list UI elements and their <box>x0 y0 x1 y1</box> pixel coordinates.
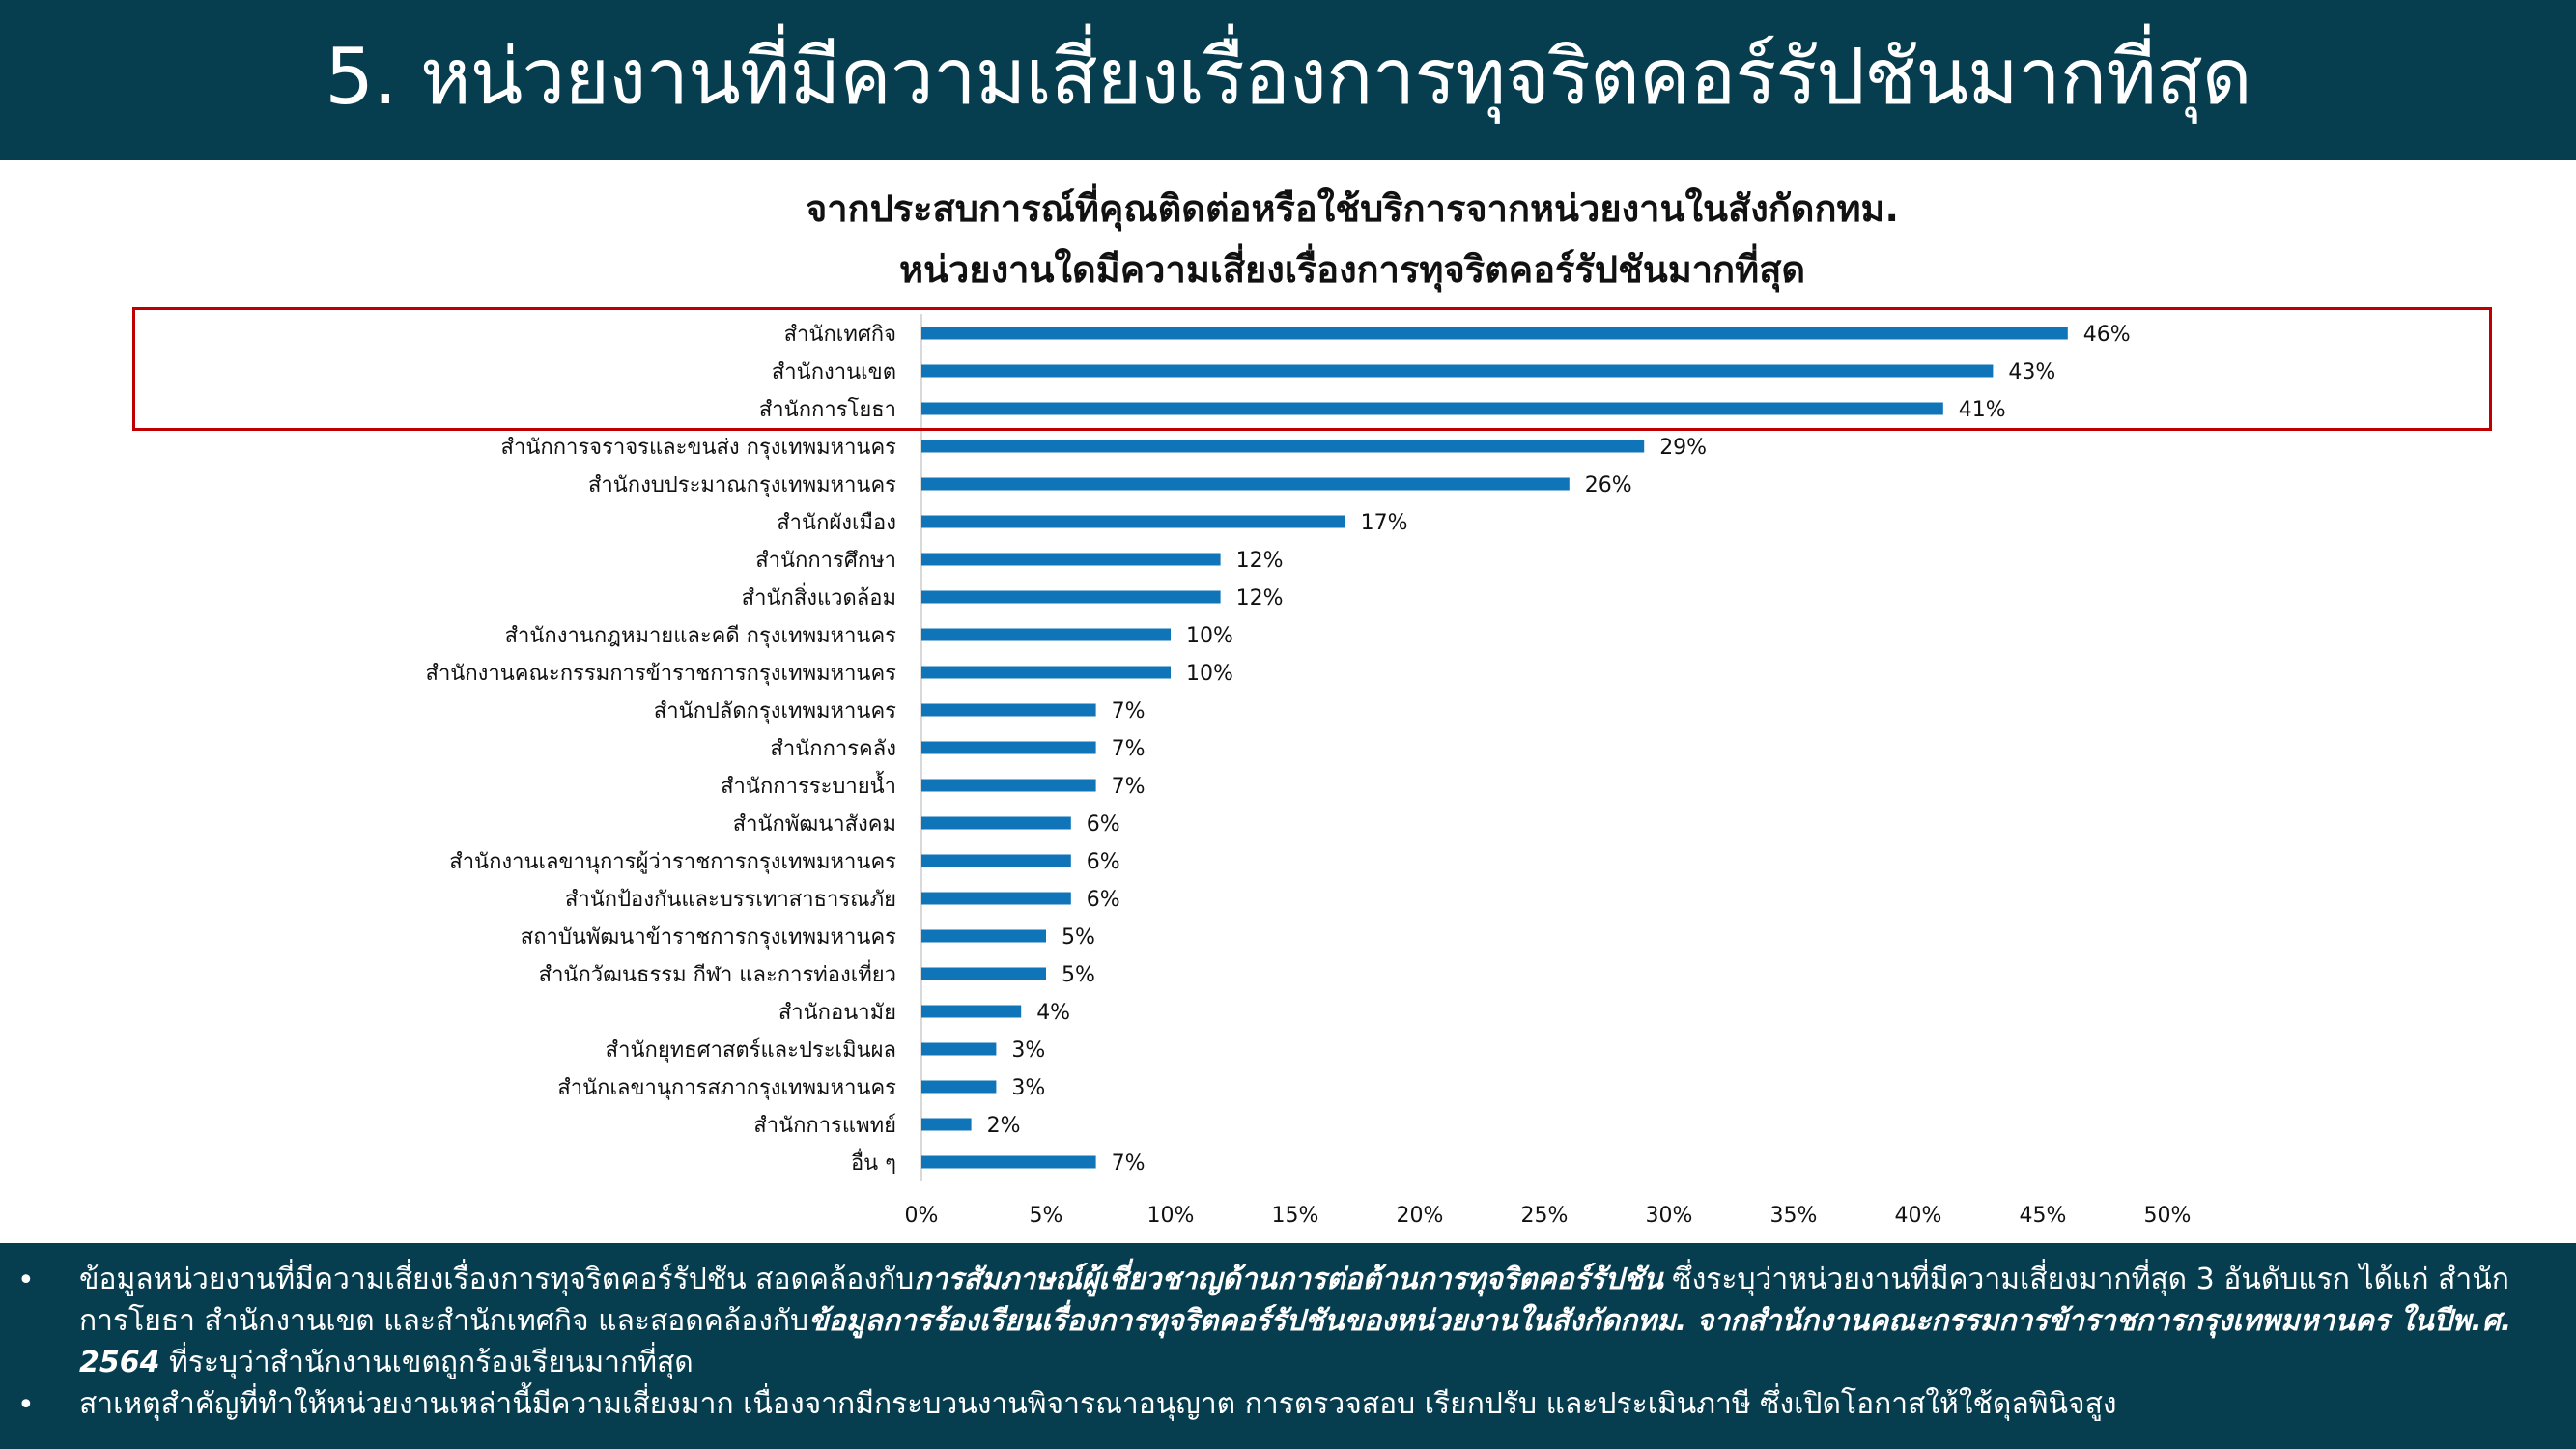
bar <box>921 327 2068 340</box>
x-tick-label: 15% <box>1272 1204 1319 1228</box>
data-label: 5% <box>1062 963 1095 987</box>
category-label: สำนักเทศกิจ <box>784 323 896 347</box>
bar <box>921 816 1071 830</box>
category-label: สำนักสิ่งแวดล้อม <box>742 582 896 611</box>
category-label: สถาบันพัฒนาข้าราชการกรุงเทพมหานคร <box>521 925 896 950</box>
category-label: สำนักงานเขต <box>772 360 896 384</box>
category-label: สำนักงานคณะกรรมการข้าราชการกรุงเทพมหานคร <box>426 662 897 686</box>
category-label: สำนักการจราจรและขนส่ง กรุงเทพมหานคร <box>501 436 897 460</box>
bar <box>921 892 1071 905</box>
bar <box>921 402 1943 415</box>
category-label: สำนักงานเลขานุการผู้ว่าราชการกรุงเทพมหาน… <box>449 850 896 874</box>
data-label: 10% <box>1186 662 1233 686</box>
data-label: 26% <box>1585 473 1632 497</box>
category-label: สำนักอนามัย <box>778 1001 896 1025</box>
data-label: 6% <box>1087 812 1120 837</box>
bar <box>921 1042 997 1056</box>
category-label: สำนักยุทธศาสตร์และประเมินผล <box>606 1038 896 1063</box>
footer-bullet-2: สาเหตุสำคัญที่ทำให้หน่วยงานเหล่านี้มีควา… <box>79 1387 2117 1421</box>
page-title: 5. หน่วยงานที่มีความเสี่ยงเรื่องการทุจริ… <box>325 32 2251 122</box>
category-label: สำนักปลัดกรุงเทพมหานคร <box>654 699 896 724</box>
chart-title: จากประสบการณ์ที่คุณติดต่อหรือใช้บริการจา… <box>806 187 1899 230</box>
bar <box>921 854 1071 867</box>
category-label: สำนักงบประมาณกรุงเทพมหานคร <box>588 473 896 497</box>
x-tick-label: 50% <box>2144 1204 2192 1228</box>
bullet1-text-1: ข้อมูลหน่วยงานที่มีความเสี่ยงเรื่องการทุ… <box>79 1263 915 1296</box>
bar <box>921 440 1645 453</box>
category-label: สำนักเลขานุการสภากรุงเทพมหานคร <box>557 1076 896 1100</box>
data-label: 7% <box>1112 775 1146 799</box>
data-label: 17% <box>1361 511 1408 535</box>
data-label: 12% <box>1236 549 1284 573</box>
footer-bullet-1: ข้อมูลหน่วยงานที่มีความเสี่ยงเรื่องการทุ… <box>79 1259 2552 1383</box>
bar <box>921 477 1570 491</box>
category-label: สำนักพัฒนาสังคม <box>733 812 896 837</box>
x-tick-label: 10% <box>1147 1204 1195 1228</box>
bar <box>921 1005 1022 1018</box>
category-label: สำนักงานกฎหมายและคดี กรุงเทพมหานคร <box>505 624 897 648</box>
category-label: สำนักวัฒนธรรม กีฬา และการท่องเที่ยว <box>539 959 896 987</box>
bar <box>921 779 1096 792</box>
bar <box>921 929 1046 943</box>
top3-highlight-box <box>132 307 2492 431</box>
x-tick-label: 0% <box>905 1204 939 1228</box>
x-tick-label: 35% <box>1770 1204 1818 1228</box>
x-tick-label: 20% <box>1397 1204 1444 1228</box>
bar <box>921 703 1096 717</box>
data-label: 6% <box>1087 888 1120 912</box>
data-label: 2% <box>987 1114 1021 1138</box>
bullet1-text-2: ซึ่งระบุว่าหน่วยงานที่มีความเสี่ยงมากที่… <box>79 1263 2509 1338</box>
bar <box>921 666 1171 679</box>
data-label: 43% <box>2008 360 2055 384</box>
bullet1-emphasis-1: การสัมภาษณ์ผู้เชี่ยวชาญด้านการต่อต้านการ… <box>914 1263 1663 1296</box>
bar <box>921 741 1096 754</box>
category-label: สำนักป้องกันและบรรเทาสาธารณภัย <box>565 888 896 912</box>
category-label: สำนักการระบายน้ำ <box>721 771 896 799</box>
data-label: 3% <box>1011 1076 1045 1100</box>
header-bar: 5. หน่วยงานที่มีความเสี่ยงเรื่องการทุจริ… <box>0 0 2576 160</box>
bar <box>921 515 1345 528</box>
bar <box>921 364 1994 378</box>
data-label: 4% <box>1036 1001 1070 1025</box>
bar <box>921 628 1171 641</box>
x-tick-label: 25% <box>1521 1204 1569 1228</box>
x-tick-label: 5% <box>1030 1204 1063 1228</box>
category-label: สำนักการแพทย์ <box>753 1114 896 1138</box>
data-label: 29% <box>1659 436 1707 460</box>
category-label: สำนักการโยธา <box>759 397 896 422</box>
data-label: 41% <box>1959 398 2006 422</box>
data-label: 3% <box>1011 1038 1045 1063</box>
bullet1-emphasis-2: ข้อมูลการร้องเรียนเรื่องการทุจริตคอร์รัป… <box>79 1304 2512 1379</box>
bar <box>921 553 1221 566</box>
data-label: 5% <box>1062 925 1095 950</box>
data-label: 6% <box>1087 850 1120 874</box>
category-label: สำนักผังเมือง <box>777 511 896 535</box>
data-label: 7% <box>1112 737 1146 761</box>
bar <box>921 590 1221 604</box>
data-label: 10% <box>1186 624 1233 648</box>
x-tick-label: 40% <box>1895 1204 1942 1228</box>
bar <box>921 1155 1096 1169</box>
bullet-marker: • <box>17 1388 35 1422</box>
bar-chart: สำนักเทศกิจ 46% สำนักงานเขต 43% สำนักการโยธา… <box>426 314 2192 1228</box>
x-tick-label: 30% <box>1646 1204 1693 1228</box>
data-label: 12% <box>1236 586 1284 611</box>
category-label: อื่น ๆ <box>851 1148 896 1176</box>
bar <box>921 1118 972 1131</box>
bullet1-text-3: ที่ระบุว่าสำนักงานเขตถูกร้องเรียนมากที่ส… <box>159 1346 694 1379</box>
data-label: 7% <box>1112 699 1146 724</box>
footer-panel: • ข้อมูลหน่วยงานที่มีความเสี่ยงเรื่องการ… <box>0 1243 2576 1449</box>
bar <box>921 1080 997 1094</box>
chart-subtitle: หน่วยงานใดมีความเสี่ยงเรื่องการทุจริตคอร… <box>898 248 1806 291</box>
x-tick-label: 45% <box>2020 1204 2067 1228</box>
category-label: สำนักการคลัง <box>770 737 896 761</box>
bar <box>921 967 1046 980</box>
data-label: 46% <box>2083 323 2131 347</box>
bullet-marker: • <box>17 1264 35 1297</box>
data-label: 7% <box>1112 1151 1146 1176</box>
category-label: สำนักการศึกษา <box>755 549 896 573</box>
